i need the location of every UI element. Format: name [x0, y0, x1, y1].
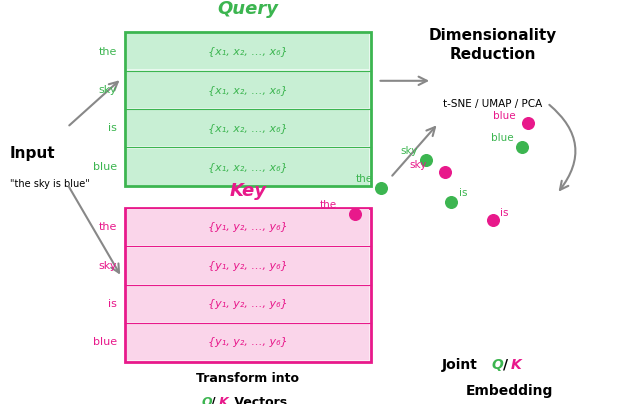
- Text: blue: blue: [93, 337, 117, 347]
- Text: is: is: [108, 123, 117, 133]
- Text: K: K: [511, 358, 522, 372]
- Point: [488, 217, 498, 223]
- Text: blue: blue: [93, 162, 117, 172]
- Text: /: /: [503, 358, 508, 372]
- Text: is: is: [500, 208, 509, 218]
- Text: {x₁, x₂, …, x₆}: {x₁, x₂, …, x₆}: [208, 46, 288, 57]
- Bar: [127, 110, 369, 146]
- Text: Q: Q: [492, 358, 503, 372]
- Text: Input: Input: [10, 146, 55, 161]
- Point: [350, 211, 360, 217]
- Text: Transform into: Transform into: [196, 372, 300, 385]
- Text: the: the: [99, 222, 117, 232]
- Bar: [127, 149, 369, 185]
- Text: K: K: [219, 396, 229, 404]
- Text: "the sky is blue": "the sky is blue": [10, 179, 90, 189]
- Text: the: the: [320, 200, 337, 210]
- Point: [446, 199, 456, 205]
- Text: Vectors: Vectors: [230, 396, 287, 404]
- Bar: [127, 34, 369, 69]
- Point: [440, 168, 450, 175]
- Bar: [127, 286, 369, 322]
- Text: {x₁, x₂, …, x₆}: {x₁, x₂, …, x₆}: [208, 85, 288, 95]
- Text: Joint: Joint: [442, 358, 483, 372]
- Bar: [127, 324, 369, 360]
- Text: is: is: [108, 299, 117, 309]
- Text: Query: Query: [218, 0, 278, 18]
- Point: [523, 120, 533, 126]
- Text: is: is: [459, 188, 467, 198]
- Text: Dimensionality
Reduction: Dimensionality Reduction: [429, 28, 557, 62]
- Text: {x₁, x₂, …, x₆}: {x₁, x₂, …, x₆}: [208, 162, 288, 172]
- Text: sky: sky: [99, 85, 117, 95]
- Text: sky: sky: [99, 261, 117, 271]
- Point: [516, 144, 527, 151]
- Bar: [125, 32, 371, 186]
- Text: {y₁, y₂, …, y₆}: {y₁, y₂, …, y₆}: [208, 222, 288, 232]
- Text: blue: blue: [493, 111, 515, 121]
- Point: [376, 185, 386, 191]
- Bar: [125, 208, 371, 362]
- Point: [420, 156, 431, 163]
- Text: {y₁, y₂, …, y₆}: {y₁, y₂, …, y₆}: [208, 299, 288, 309]
- Bar: [127, 209, 369, 245]
- Text: {y₁, y₂, …, y₆}: {y₁, y₂, …, y₆}: [208, 337, 288, 347]
- Text: {x₁, x₂, …, x₆}: {x₁, x₂, …, x₆}: [208, 123, 288, 133]
- Text: blue: blue: [492, 133, 514, 143]
- Text: the: the: [99, 46, 117, 57]
- Text: {y₁, y₂, …, y₆}: {y₁, y₂, …, y₆}: [208, 261, 288, 271]
- Text: sky: sky: [410, 160, 427, 170]
- Text: Q: Q: [202, 396, 212, 404]
- Text: t-SNE / UMAP / PCA: t-SNE / UMAP / PCA: [443, 99, 543, 109]
- Text: sky: sky: [401, 145, 418, 156]
- Text: Embedding: Embedding: [466, 384, 554, 398]
- Text: Key: Key: [230, 182, 266, 200]
- Text: the: the: [356, 174, 373, 184]
- Bar: [127, 72, 369, 108]
- Text: /: /: [211, 396, 216, 404]
- Bar: [127, 248, 369, 284]
